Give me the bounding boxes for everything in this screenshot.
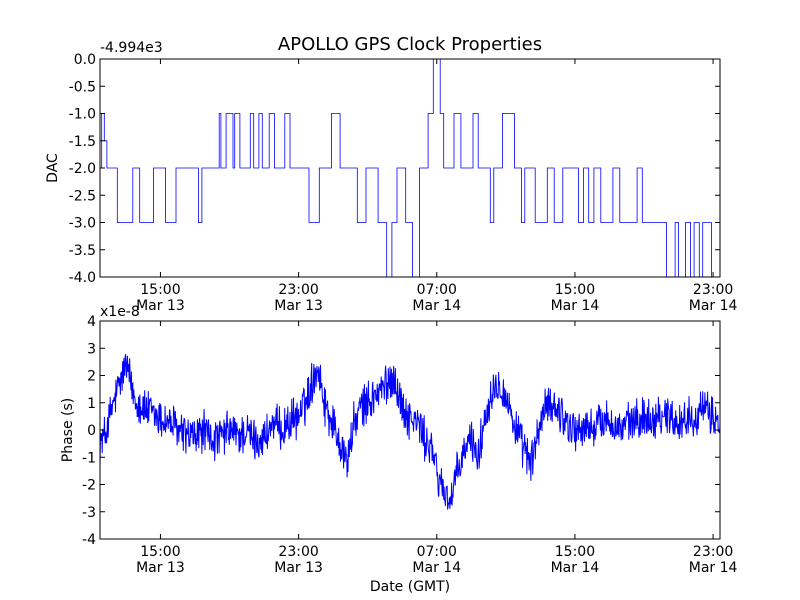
phase-x-tick-date: Mar 13	[136, 560, 185, 576]
dac-x-tick-date: Mar 13	[274, 298, 323, 314]
phase-y-axis-label: Phase (s)	[60, 398, 76, 462]
dac-y-tick-label: -0.5	[69, 79, 96, 95]
phase-x-tick-time: 23:00	[278, 544, 318, 560]
phase-y-tick-label: 2	[87, 369, 96, 385]
phase-y-tick-label: 0	[87, 423, 96, 439]
dac-x-tick-time: 15:00	[555, 282, 595, 298]
dac-y-tick-label: -3.0	[69, 216, 96, 232]
dac-y-tick-label: -4.0	[69, 270, 96, 286]
dac-x-tick-time: 23:00	[278, 282, 318, 298]
dac-y-tick-label: -2.5	[69, 188, 96, 204]
phase-y-tick-label: 3	[87, 341, 96, 357]
phase-offset-label: x1e-8	[100, 304, 140, 320]
dac-y-tick-label: 0.0	[74, 52, 96, 68]
phase-x-tick-date: Mar 14	[412, 560, 461, 576]
phase-y-tick-label: -3	[82, 505, 96, 521]
phase-x-tick-time: 15:00	[555, 544, 595, 560]
chart-title: APOLLO GPS Clock Properties	[278, 34, 542, 55]
dac-x-tick-time: 23:00	[693, 282, 733, 298]
dac-offset-label: -4.994e3	[100, 40, 163, 56]
phase-y-tick-label: 4	[87, 314, 96, 330]
phase-y-tick-label: -4	[82, 532, 96, 548]
dac-y-tick-label: -2.0	[69, 161, 96, 177]
dac-x-tick-date: Mar 14	[689, 298, 738, 314]
phase-series-line	[100, 354, 720, 510]
dac-y-tick-label: -1.0	[69, 107, 96, 123]
phase-x-tick-date: Mar 13	[274, 560, 323, 576]
dac-y-tick-label: -1.5	[69, 134, 96, 150]
phase-x-tick-time: 23:00	[693, 544, 733, 560]
phase-y-tick-label: 1	[87, 396, 96, 412]
dac-x-tick-time: 15:00	[140, 282, 180, 298]
phase-x-tick-date: Mar 14	[551, 560, 600, 576]
dac-x-tick-date: Mar 14	[412, 298, 461, 314]
dac-y-tick-label: -3.5	[69, 243, 96, 259]
dac-y-axis-label: DAC	[45, 153, 61, 183]
phase-x-tick-date: Mar 14	[689, 560, 738, 576]
dac-series-line	[100, 59, 720, 277]
phase-y-tick-label: -2	[82, 478, 96, 494]
phase-x-tick-time: 15:00	[140, 544, 180, 560]
dac-x-tick-date: Mar 13	[136, 298, 185, 314]
phase-y-tick-label: -1	[82, 450, 96, 466]
phase-x-tick-time: 07:00	[417, 544, 457, 560]
dac-x-tick-time: 07:00	[417, 282, 457, 298]
dac-panel: -4.994e3 DAC 0.0 -0.5 -1.0 -1.5 -2.0 -2.5 -3.0…	[45, 40, 738, 314]
dac-x-tick-date: Mar 14	[551, 298, 600, 314]
x-axis-label: Date (GMT)	[370, 579, 450, 595]
